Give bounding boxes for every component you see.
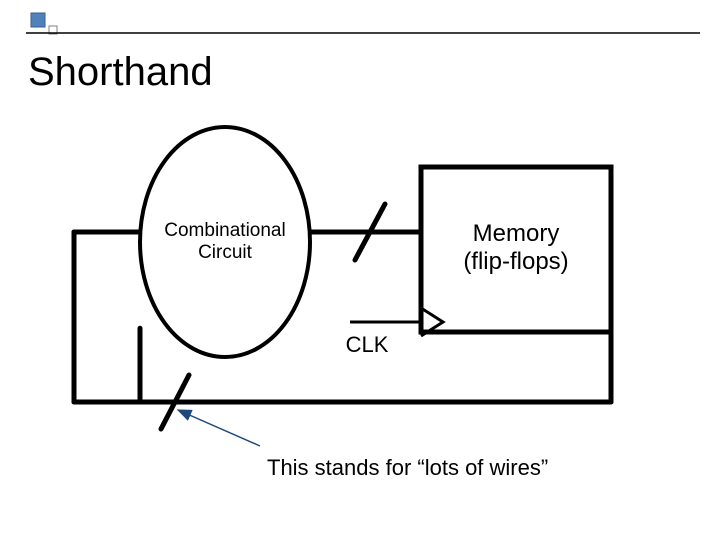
ellipse-label: CombinationalCircuit <box>145 220 305 264</box>
memory-label-line2: (flip-flops) <box>463 248 568 275</box>
slide-title: Shorthand <box>28 50 213 95</box>
ellipse-label-line1: Combinational <box>164 220 285 241</box>
memory-label: Memory(flip-flops) <box>431 220 601 276</box>
memory-label-line1: Memory <box>473 220 560 247</box>
ellipse-label-line2: Circuit <box>198 242 252 263</box>
clk-label: CLK <box>346 332 389 358</box>
arrow-note-text: This stands for “lots of wires” <box>267 455 548 481</box>
